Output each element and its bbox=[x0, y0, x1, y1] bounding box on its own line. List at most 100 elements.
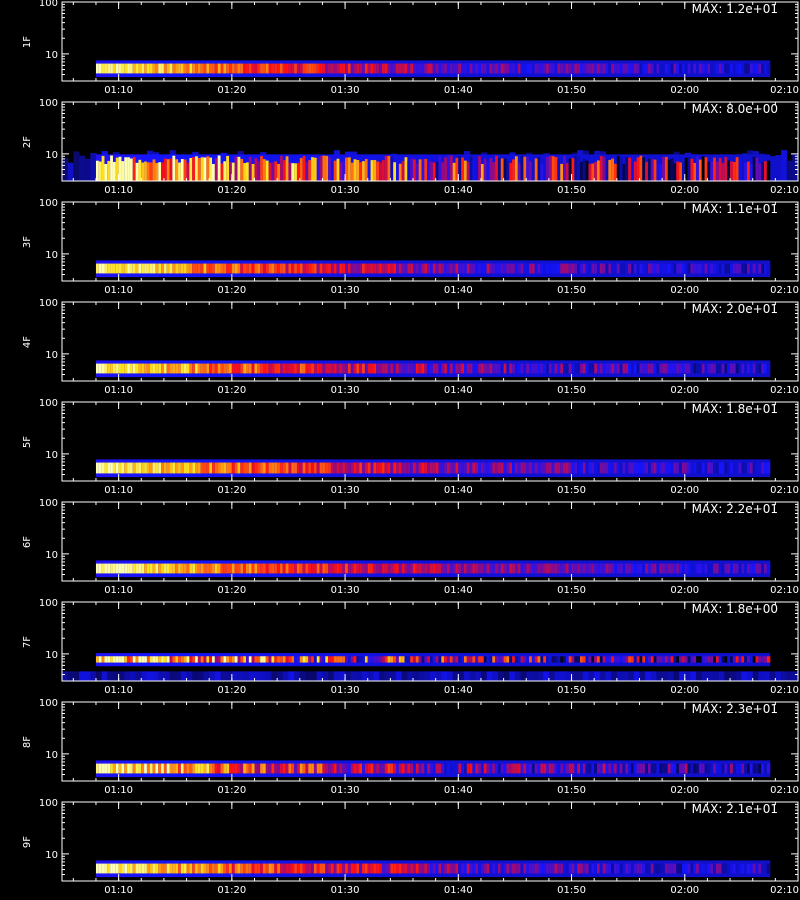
heatmap-cell bbox=[715, 462, 720, 474]
heatmap-cell bbox=[571, 158, 575, 181]
heatmap-cell bbox=[186, 671, 193, 681]
heatmap-cell bbox=[670, 63, 675, 74]
heatmap-cell bbox=[138, 363, 142, 374]
heatmap-cell bbox=[262, 656, 267, 663]
heatmap-cell bbox=[608, 563, 612, 574]
heatmap-cell bbox=[393, 563, 397, 574]
heatmap-cell bbox=[285, 363, 290, 374]
heatmap-cell bbox=[441, 671, 448, 681]
heatmap-cell bbox=[178, 563, 182, 574]
heatmap-cell bbox=[401, 563, 406, 574]
heatmap-cell bbox=[311, 63, 315, 74]
heatmap-cell bbox=[112, 656, 117, 663]
heatmap-cell bbox=[724, 656, 728, 663]
heatmap-cell bbox=[463, 763, 468, 774]
heatmap-cell bbox=[520, 363, 525, 374]
heatmap-cell bbox=[738, 263, 742, 274]
x-tick-label: 01:10 bbox=[104, 485, 133, 496]
heatmap-cell bbox=[755, 63, 759, 74]
heatmap-cell bbox=[387, 763, 391, 774]
heatmap-cell bbox=[316, 656, 321, 663]
heatmap-cell bbox=[149, 563, 154, 574]
heatmap-cell bbox=[376, 656, 380, 663]
heatmap-cell bbox=[704, 63, 709, 74]
heatmap-cell bbox=[359, 263, 363, 274]
heatmap-cell bbox=[480, 763, 485, 774]
heatmap-cell bbox=[288, 763, 292, 774]
heatmap-cell bbox=[158, 563, 162, 574]
heatmap-cell bbox=[339, 263, 343, 274]
heatmap-cell bbox=[124, 462, 128, 474]
heatmap-cell bbox=[455, 462, 459, 474]
heatmap-cell bbox=[328, 263, 332, 274]
heatmap-cell bbox=[636, 656, 641, 663]
heatmap-cell bbox=[622, 63, 626, 74]
heatmap-cell bbox=[639, 363, 643, 374]
heatmap-cell bbox=[480, 263, 485, 274]
heatmap-cell bbox=[313, 263, 318, 274]
heatmap-cell bbox=[328, 656, 332, 663]
heatmap-cell bbox=[707, 63, 711, 74]
heatmap-cell bbox=[381, 363, 386, 374]
heatmap-cell bbox=[588, 363, 592, 374]
heatmap-cell bbox=[701, 656, 706, 663]
heatmap-cell bbox=[152, 159, 157, 181]
heatmap-cell bbox=[594, 671, 601, 681]
heatmap-cell bbox=[379, 63, 383, 74]
heatmap-cell bbox=[741, 656, 745, 663]
heatmap-cell bbox=[509, 462, 513, 474]
heatmap-cell bbox=[495, 363, 499, 374]
heatmap-cell bbox=[557, 563, 561, 574]
heatmap-cell bbox=[373, 263, 377, 274]
heatmap-cell bbox=[212, 563, 216, 574]
heatmap-cell bbox=[336, 462, 341, 474]
heatmap-cell bbox=[764, 161, 768, 181]
heatmap-cell bbox=[146, 162, 151, 181]
heatmap-cell bbox=[466, 563, 471, 574]
heatmap-cell bbox=[240, 763, 244, 774]
heatmap-cell bbox=[489, 462, 493, 474]
heatmap-cell bbox=[401, 656, 406, 663]
heatmap-cell bbox=[104, 163, 108, 181]
heatmap-cell bbox=[427, 763, 431, 774]
heatmap-cell bbox=[370, 763, 374, 774]
heatmap-cell bbox=[614, 363, 618, 374]
heatmap-cell bbox=[670, 763, 675, 774]
heatmap-cell bbox=[681, 462, 686, 474]
heatmap-cell bbox=[653, 763, 658, 774]
heatmap-cell bbox=[339, 563, 343, 574]
heatmap-cell bbox=[251, 763, 256, 774]
heatmap-cell bbox=[619, 63, 624, 74]
heatmap-cell bbox=[291, 462, 295, 474]
heatmap-cell bbox=[616, 656, 621, 663]
heatmap-cell bbox=[597, 763, 601, 774]
heatmap-cell bbox=[127, 157, 131, 181]
heatmap-cell bbox=[330, 763, 335, 774]
heatmap-cell bbox=[565, 263, 570, 274]
heatmap-cell bbox=[551, 363, 556, 374]
x-tick-label: 01:50 bbox=[557, 85, 586, 96]
heatmap-cell bbox=[146, 263, 151, 274]
heatmap-cell bbox=[761, 462, 765, 474]
heatmap-cell bbox=[698, 263, 703, 274]
heatmap-cell bbox=[690, 656, 694, 663]
heatmap-cell bbox=[540, 563, 544, 574]
heatmap-cell bbox=[268, 763, 273, 774]
heatmap-cell bbox=[98, 563, 103, 574]
heatmap-cell bbox=[135, 763, 140, 774]
heatmap-cell bbox=[229, 462, 233, 474]
heatmap-cell bbox=[401, 363, 406, 374]
heatmap-cell bbox=[118, 156, 123, 181]
heatmap-cell bbox=[197, 763, 202, 774]
heatmap-cell bbox=[398, 763, 403, 774]
heatmap-cell bbox=[243, 656, 247, 663]
heatmap-cell bbox=[413, 462, 417, 474]
heatmap-cell bbox=[611, 671, 618, 681]
heatmap-cell bbox=[752, 671, 759, 681]
heatmap-cell bbox=[277, 763, 281, 774]
heatmap-cell bbox=[738, 563, 742, 574]
heatmap-cell bbox=[662, 156, 666, 181]
heatmap-cell bbox=[84, 158, 91, 181]
